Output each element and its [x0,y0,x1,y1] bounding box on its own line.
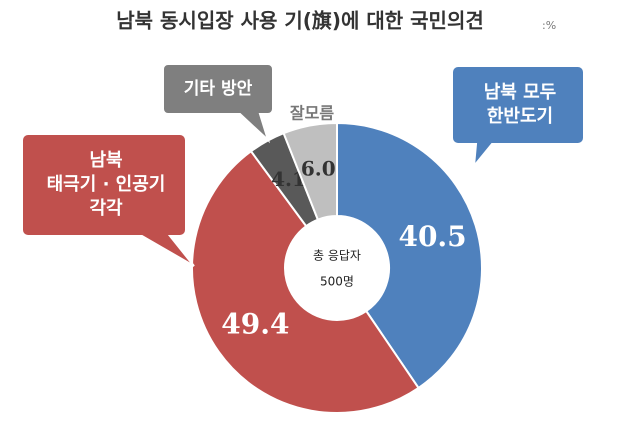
center-text: 500명 [320,275,354,289]
donut-slice [336,121,483,390]
value-label: 40.5 [398,220,466,253]
category-label: 남북 모두 [484,82,557,103]
category-label: 잘모름 [290,104,334,123]
unit-label: :% [542,19,556,32]
value-label: 6.0 [301,156,336,180]
value-label: 49.4 [221,307,289,340]
category-label: 각각 [89,198,123,219]
category-label: 한반도기 [487,106,553,127]
callout-box [21,133,195,267]
callout-box [162,63,274,144]
category-label: 태극기 · 인공기 [47,174,166,195]
chart-title: 남북 동시입장 사용 기(旗)에 대한 국민의견 [116,9,484,33]
donut-slice [282,121,338,221]
category-label: 기타 방안 [184,79,253,99]
center-hole [286,217,388,319]
callout-box [451,65,585,170]
center-text: 총 응답자 [313,249,361,263]
donut-slice [191,149,420,414]
category-label: 남북 [89,150,122,171]
